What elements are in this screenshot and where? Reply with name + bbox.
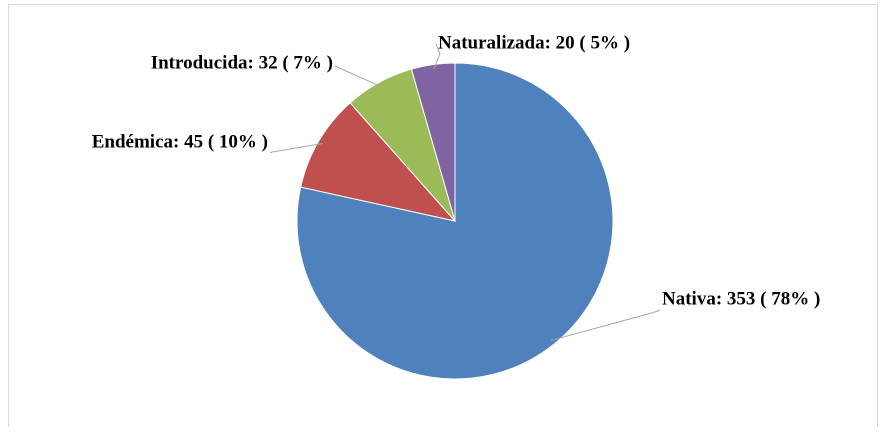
data-label: Introducida: 32 ( 7% ) <box>151 52 333 73</box>
data-label: Nativa: 353 ( 78% ) <box>662 288 820 309</box>
leader-line <box>269 142 323 154</box>
leader-line <box>550 309 661 341</box>
pie-slice <box>300 102 457 222</box>
data-label: Naturalizada: 20 ( 5% ) <box>438 32 630 53</box>
pie-slice <box>410 62 456 222</box>
data-label: Endémica: 45 ( 10% ) <box>92 131 268 152</box>
leader-line <box>334 65 382 88</box>
leader-line <box>433 43 441 70</box>
